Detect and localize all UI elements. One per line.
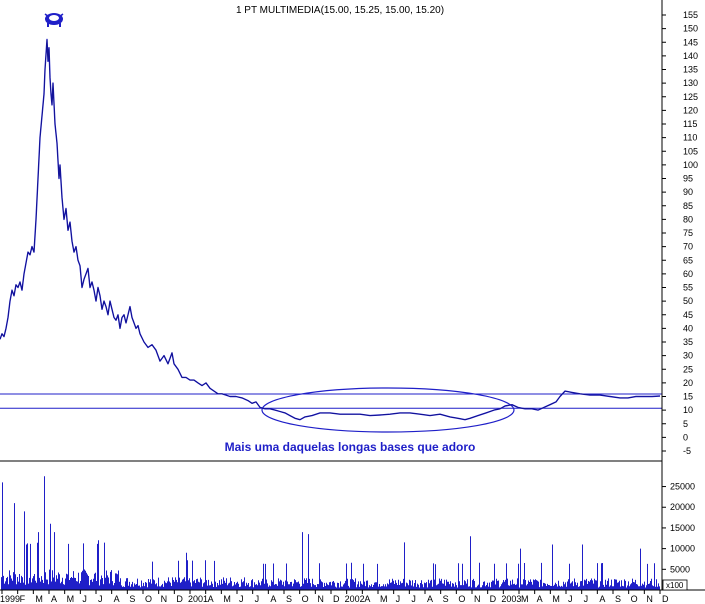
time-tick-label: A bbox=[270, 594, 276, 604]
price-tick-label: 150 bbox=[683, 24, 698, 34]
time-tick-label: S bbox=[443, 594, 449, 604]
time-tick-label: J bbox=[568, 594, 573, 604]
price-tick-label: 95 bbox=[683, 174, 693, 184]
price-tick-label: 130 bbox=[683, 78, 698, 88]
price-tick-label: 135 bbox=[683, 65, 698, 75]
time-tick-label: M bbox=[35, 594, 43, 604]
price-tick-label: 25 bbox=[683, 364, 693, 374]
volume-tick-label: 5000 bbox=[670, 564, 690, 574]
time-tick-label: A bbox=[364, 594, 370, 604]
time-tick-label: S bbox=[286, 594, 292, 604]
time-tick-label: J bbox=[255, 594, 260, 604]
price-tick-label: 50 bbox=[683, 296, 693, 306]
price-tick-label: 40 bbox=[683, 323, 693, 333]
price-tick-label: 65 bbox=[683, 255, 693, 265]
price-tick-label: 85 bbox=[683, 201, 693, 211]
time-tick-label: M bbox=[223, 594, 231, 604]
time-tick-label: J bbox=[396, 594, 401, 604]
time-tick-label: 2003 bbox=[501, 594, 521, 604]
time-tick-label: F bbox=[20, 594, 26, 604]
price-tick-label: 140 bbox=[683, 51, 698, 61]
volume-tick-label: 10000 bbox=[670, 544, 695, 554]
volume-axis-labels: 25000 20000 15000 10000 5000 bbox=[662, 482, 695, 574]
price-tick-label: 100 bbox=[683, 160, 698, 170]
time-tick-label: D bbox=[490, 594, 497, 604]
time-tick-label: A bbox=[114, 594, 120, 604]
volume-tick-label: 25000 bbox=[670, 482, 695, 492]
price-line-shadow bbox=[0, 39, 661, 421]
horizontal-levels bbox=[0, 393, 662, 409]
price-tick-label: 45 bbox=[683, 310, 693, 320]
price-tick-label: 15 bbox=[683, 392, 693, 402]
volume-bars bbox=[1, 476, 660, 590]
price-tick-label: 145 bbox=[683, 37, 698, 47]
price-tick-label: 90 bbox=[683, 187, 693, 197]
volume-tick-label: 15000 bbox=[670, 523, 695, 533]
price-tick-label: 155 bbox=[683, 10, 698, 20]
time-tick-label: J bbox=[584, 594, 589, 604]
time-tick-label: J bbox=[411, 594, 416, 604]
chart-title: 1 PT MULTIMEDIA(15.00, 15.25, 15.00, 15.… bbox=[236, 5, 444, 16]
time-tick-label: A bbox=[427, 594, 433, 604]
time-tick-label: N bbox=[161, 594, 168, 604]
price-tick-label: -5 bbox=[683, 446, 691, 456]
volume-unit-text: x100 bbox=[666, 581, 684, 590]
time-tick-label: J bbox=[82, 594, 87, 604]
price-tick-label: 110 bbox=[683, 133, 697, 143]
price-tick-label: 70 bbox=[683, 242, 693, 252]
price-tick-label: 120 bbox=[683, 105, 698, 115]
time-tick-label: M bbox=[521, 594, 529, 604]
price-tick-label: 55 bbox=[683, 283, 693, 293]
time-tick-label: D bbox=[333, 594, 340, 604]
time-tick-label: A bbox=[208, 594, 214, 604]
volume-tick-label: 20000 bbox=[670, 502, 695, 512]
price-tick-label: 20 bbox=[683, 378, 693, 388]
time-tick-label: M bbox=[552, 594, 560, 604]
price-line bbox=[0, 38, 661, 421]
price-tick-label: 60 bbox=[683, 269, 693, 279]
base-highlight-ellipse bbox=[261, 387, 515, 433]
price-tick-label: 125 bbox=[683, 92, 698, 102]
bull-logo-icon bbox=[44, 13, 64, 27]
time-tick-label: O bbox=[458, 594, 465, 604]
chart-annotation: Mais uma daquelas longas bases que adoro bbox=[225, 440, 476, 454]
time-tick-label: M bbox=[67, 594, 75, 604]
time-tick-label: A bbox=[537, 594, 543, 604]
price-tick-label: 10 bbox=[683, 405, 693, 415]
time-tick-label: D bbox=[662, 594, 669, 604]
time-tick-label: N bbox=[317, 594, 324, 604]
time-tick-label: S bbox=[129, 594, 135, 604]
price-axis-labels: 1551501451401351301251201151101051009590… bbox=[662, 10, 698, 456]
time-tick-label: M bbox=[380, 594, 388, 604]
time-tick-label: 2001 bbox=[188, 594, 208, 604]
time-tick-label: O bbox=[145, 594, 152, 604]
time-tick-label: N bbox=[646, 594, 653, 604]
time-tick-label: 2002 bbox=[345, 594, 365, 604]
time-tick-label: J bbox=[239, 594, 244, 604]
price-tick-label: 35 bbox=[683, 337, 693, 347]
time-tick-label: S bbox=[615, 594, 621, 604]
time-tick-label: D bbox=[176, 594, 183, 604]
price-tick-label: 75 bbox=[683, 228, 693, 238]
time-tick-label: N bbox=[474, 594, 481, 604]
price-tick-label: 5 bbox=[683, 419, 688, 429]
time-axis-labels: 1999 F M A M J J A S O N D 2001 A M J J A S O N D 2002 A M J J A S O N… bbox=[0, 590, 669, 604]
time-tick-label: O bbox=[302, 594, 309, 604]
price-tick-label: 105 bbox=[683, 146, 698, 156]
price-tick-label: 0 bbox=[683, 432, 688, 442]
price-tick-label: 80 bbox=[683, 214, 693, 224]
price-tick-label: 115 bbox=[683, 119, 697, 129]
time-tick-label: A bbox=[599, 594, 605, 604]
time-tick-label: 1999 bbox=[0, 594, 20, 604]
volume-unit-label: x100 bbox=[662, 579, 688, 591]
price-tick-label: 30 bbox=[683, 351, 693, 361]
time-tick-label: A bbox=[51, 594, 57, 604]
time-tick-label: J bbox=[98, 594, 103, 604]
time-tick-label: O bbox=[631, 594, 638, 604]
